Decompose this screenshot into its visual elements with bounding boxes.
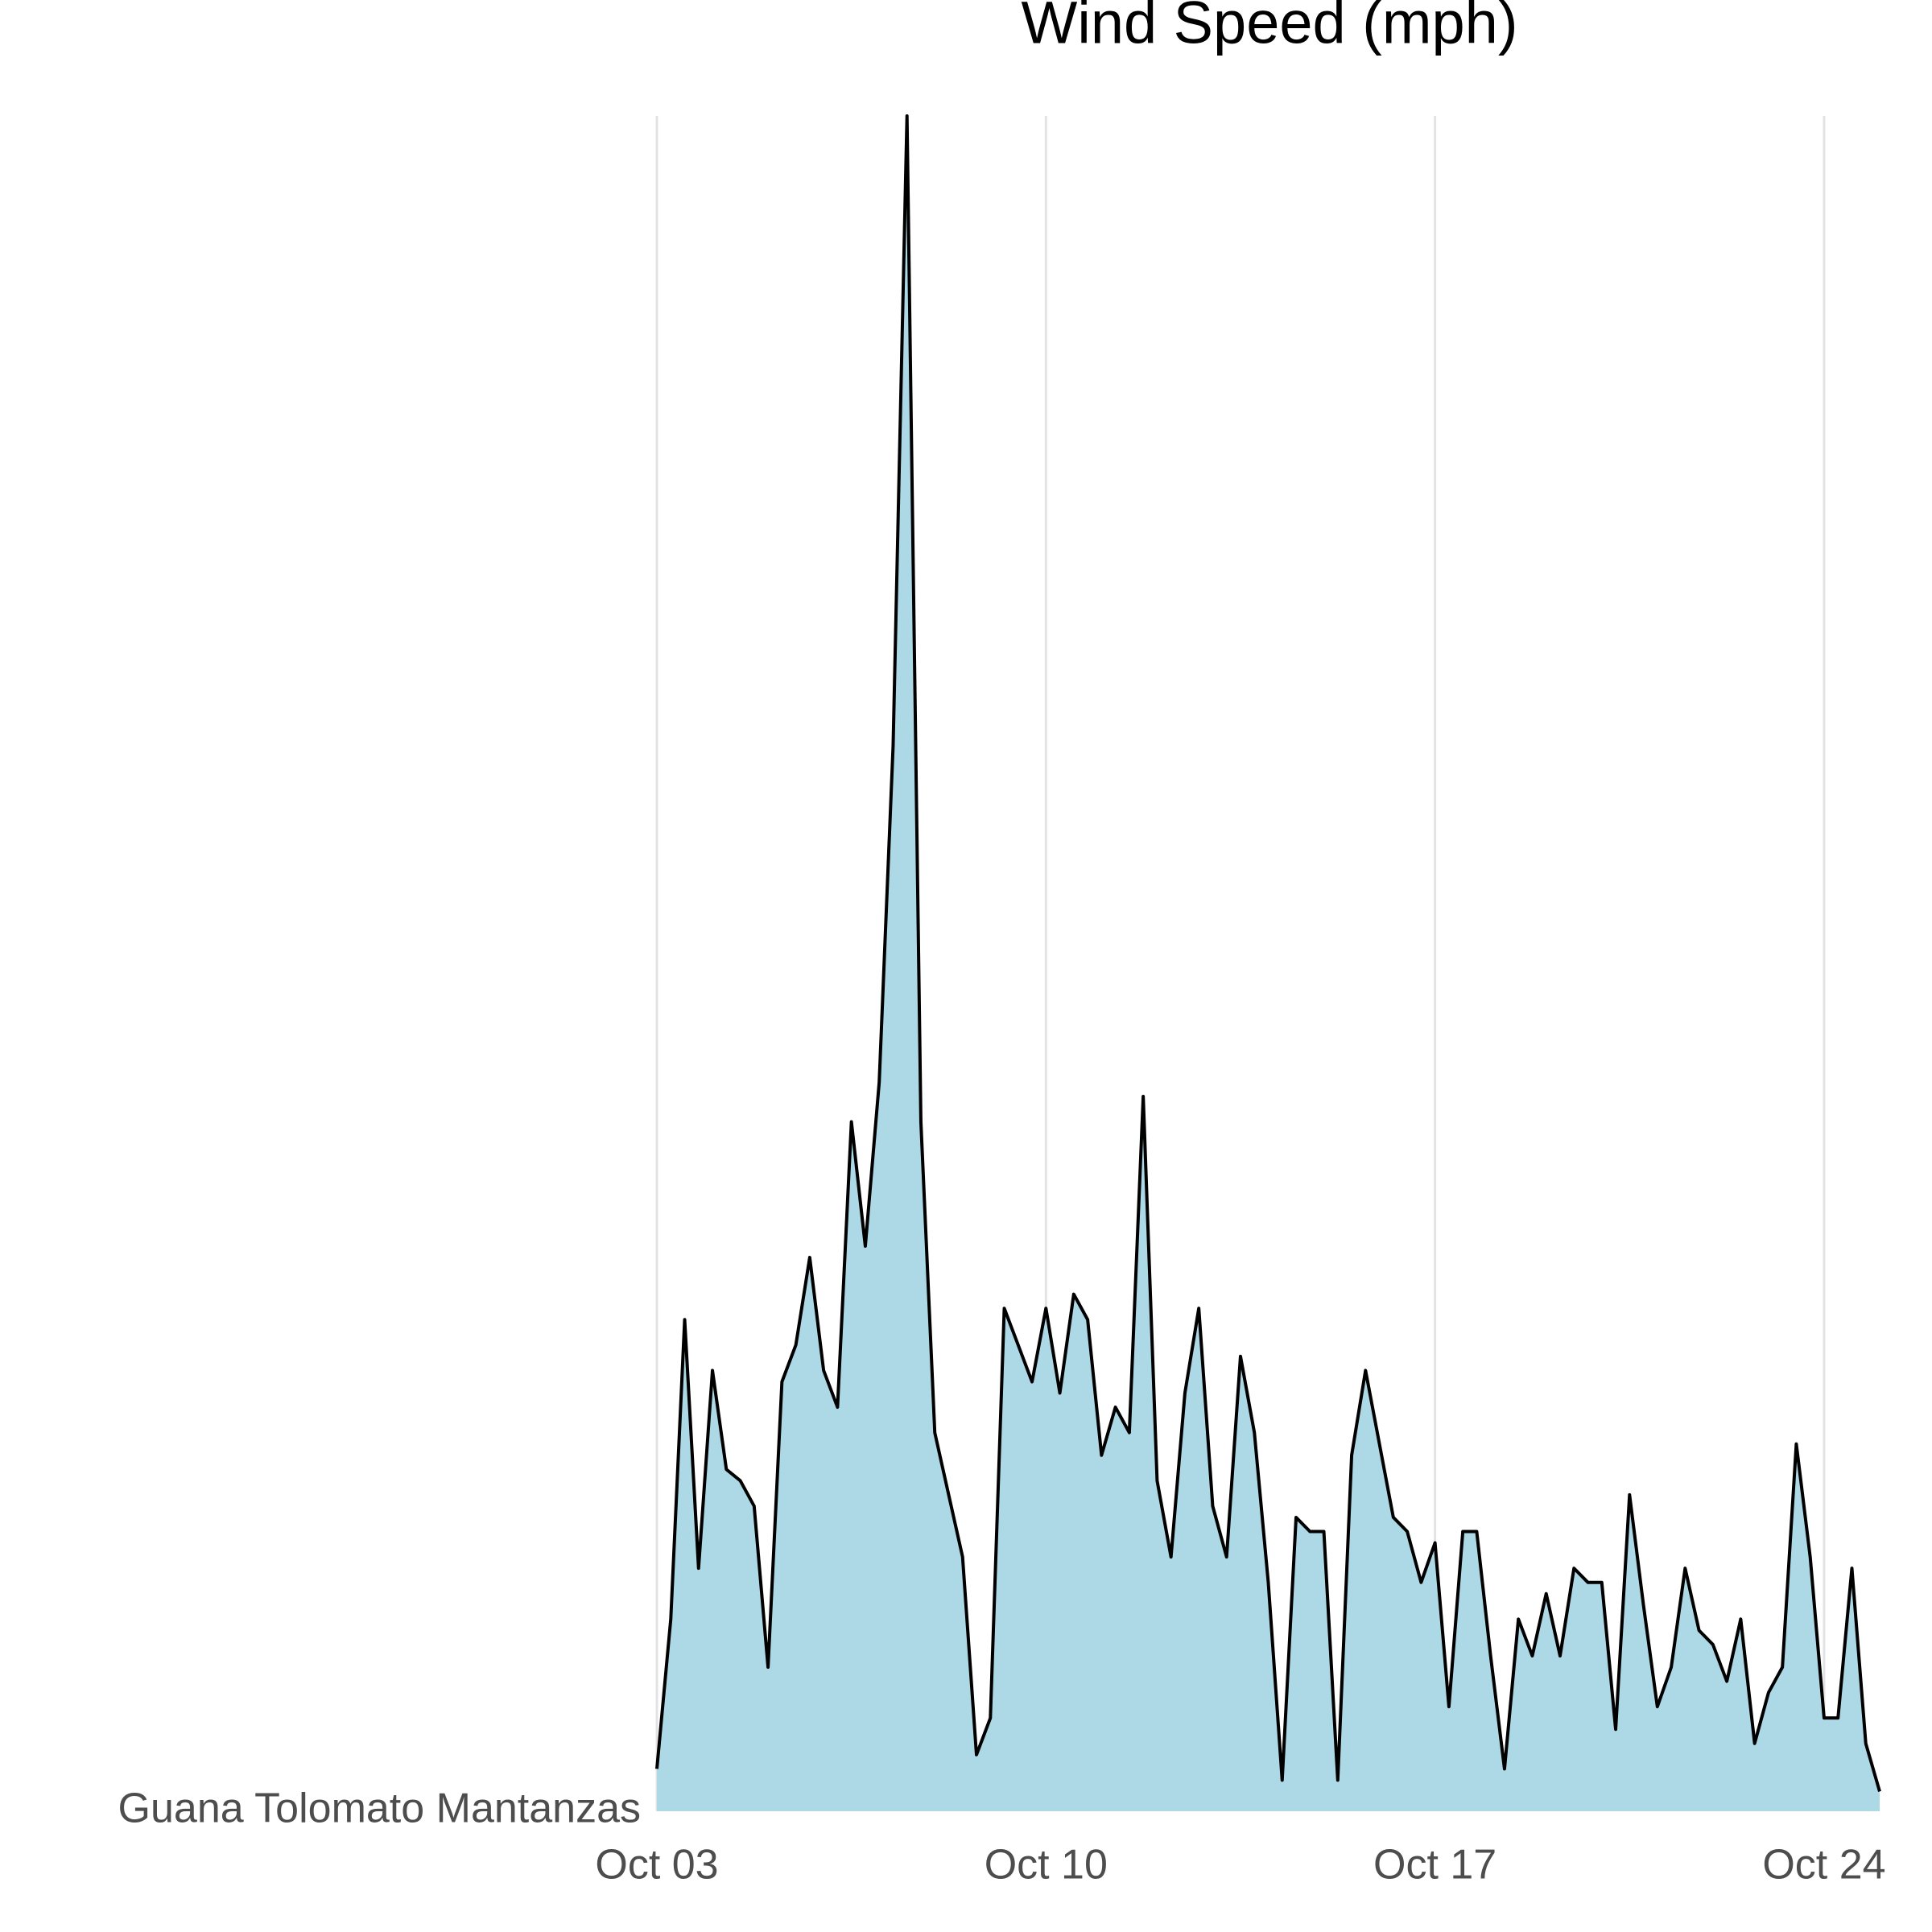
area <box>657 116 1880 1811</box>
x-tick-label: Oct 10 <box>985 1842 1108 1889</box>
line <box>655 114 1881 1792</box>
x-tick-label: Oct 24 <box>1762 1842 1885 1889</box>
x-tick-label: Oct 17 <box>1373 1842 1496 1889</box>
x-tick-label: Oct 03 <box>595 1842 718 1889</box>
chart-title: Wind Speed (mph) <box>1022 0 1518 56</box>
series-label: Guana Tolomato Mantanzas <box>118 1785 641 1832</box>
